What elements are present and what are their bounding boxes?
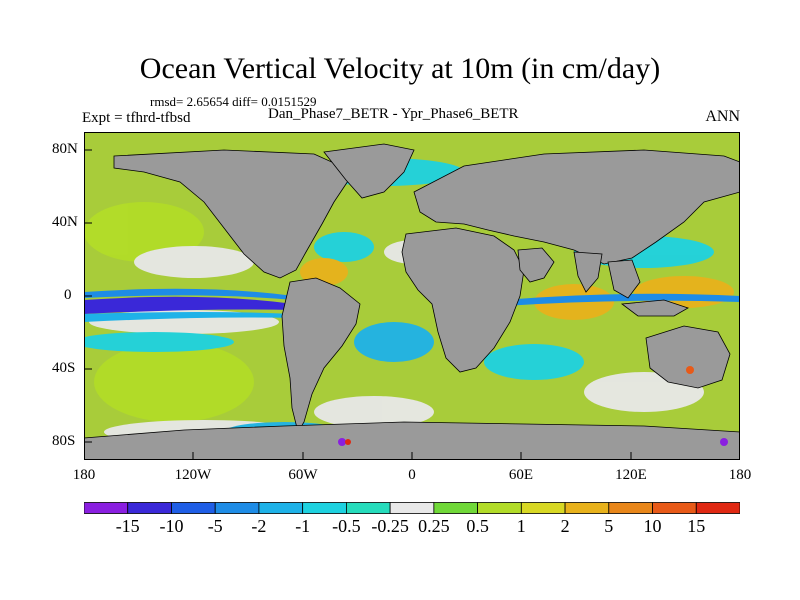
- southeast-asia: [607, 259, 641, 299]
- colorbar-swatch: [258, 502, 304, 514]
- ocean-spot: [345, 439, 351, 445]
- y-tick-label: 80N: [52, 141, 78, 157]
- colorbar-label: 5: [604, 516, 614, 536]
- colorbar-swatch: [433, 502, 478, 514]
- colorbar-label: 15: [687, 516, 706, 536]
- ocean-patch: [354, 322, 434, 362]
- colorbar-swatch: [345, 502, 391, 514]
- colorbar-swatch: [477, 502, 522, 514]
- antarctica: [84, 421, 740, 460]
- equatorial-band: [84, 312, 294, 322]
- colorbar-swatch: [214, 502, 260, 514]
- equatorial-band: [84, 288, 294, 300]
- ocean-patch: [94, 342, 254, 422]
- colorbar-label: -15: [115, 516, 140, 536]
- india: [573, 251, 603, 293]
- y-tick-label: 0: [64, 287, 72, 303]
- ocean-spot: [338, 438, 346, 446]
- subtitle-label: Dan_Phase7_BETR - Ypr_Phase6_BETR: [268, 106, 519, 122]
- eurasia: [413, 149, 740, 265]
- colorbar-swatch: [652, 502, 697, 514]
- experiment-label: Expt = tfhrd-tfbsd: [82, 110, 191, 126]
- colorbar-label: -0.25: [371, 516, 409, 536]
- colorbar-label: -1: [295, 516, 311, 536]
- greenland: [323, 143, 415, 199]
- x-tick-label: 60W: [288, 467, 318, 483]
- arabia: [517, 247, 555, 283]
- y-tick-label: 40S: [52, 360, 76, 376]
- x-tick-label: 180: [728, 467, 752, 483]
- land-masses: [84, 143, 740, 460]
- y-tick-label: 80S: [52, 433, 76, 449]
- ocean-spot: [720, 438, 728, 446]
- indonesia: [620, 299, 689, 317]
- season-label: ANN: [705, 108, 740, 125]
- ocean-spot: [686, 366, 694, 374]
- stats-label: rmsd= 2.65654 diff= 0.0151529: [150, 94, 317, 109]
- equatorial-band: [84, 296, 294, 314]
- colorbar-label: 1: [516, 516, 526, 536]
- colorbar: [84, 502, 740, 514]
- africa: [401, 227, 525, 373]
- tick-marks: [84, 149, 740, 460]
- colorbar-swatch: [564, 502, 610, 514]
- y-tick-label: 40N: [52, 214, 78, 230]
- colorbar-label: -0.5: [332, 516, 361, 536]
- south-america: [281, 277, 361, 434]
- map-title: Ocean Vertical Velocity at 10m (in cm/da…: [139, 52, 661, 85]
- ocean-patch: [314, 232, 374, 262]
- colorbar-label: -2: [251, 516, 267, 536]
- x-tick-label: 180: [72, 467, 96, 483]
- ocean-patch: [134, 246, 254, 278]
- colorbar-swatch: [389, 502, 435, 514]
- colorbar-swatch: [302, 502, 347, 514]
- colorbar-swatch: [127, 502, 172, 514]
- colorbar-swatch: [695, 502, 740, 514]
- colorbar-swatches: [84, 502, 740, 514]
- colorbar-label: -5: [207, 516, 223, 536]
- colorbar-swatch: [84, 502, 129, 514]
- x-tick-label: 120W: [174, 467, 212, 483]
- colorbar-label: 2: [560, 516, 570, 536]
- colorbar-label: -10: [159, 516, 184, 536]
- colorbar-swatch: [520, 502, 566, 514]
- equatorial-band: [504, 293, 740, 306]
- x-tick-label: 0: [408, 467, 416, 483]
- colorbar-label: 0.25: [418, 516, 450, 536]
- x-tick-label: 120E: [615, 467, 647, 483]
- ocean-patch: [314, 396, 434, 428]
- colorbar-swatch: [608, 502, 653, 514]
- colorbar-swatch: [171, 502, 216, 514]
- ocean-patch: [84, 332, 234, 352]
- ocean-patch: [484, 344, 584, 380]
- colorbar-label: 10: [643, 516, 662, 536]
- world-map-plot: [84, 132, 740, 460]
- colorbar-label: 0.5: [466, 516, 489, 536]
- x-tick-label: 60E: [508, 467, 534, 483]
- australia: [645, 325, 731, 389]
